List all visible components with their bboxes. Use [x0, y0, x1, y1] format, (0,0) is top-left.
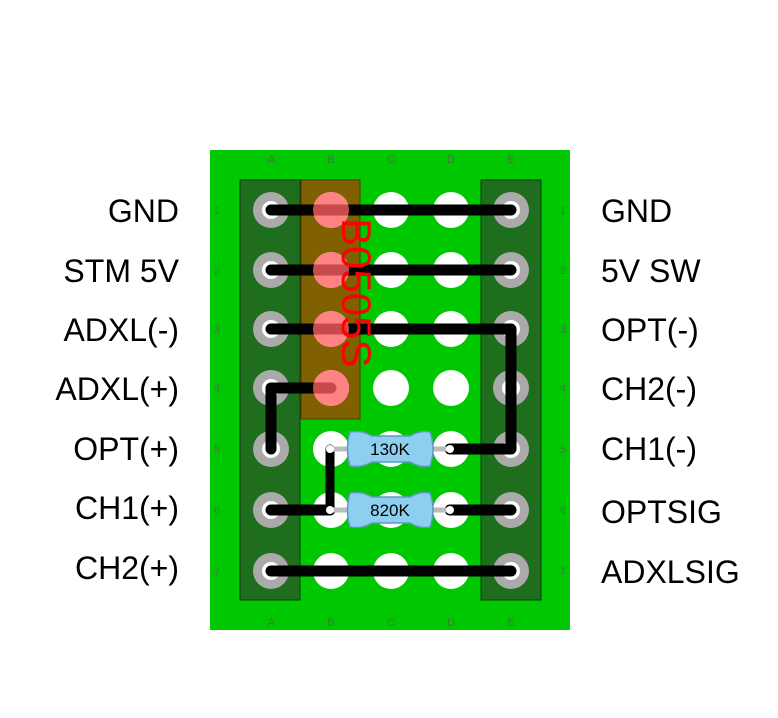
column-label-top: D: [447, 154, 455, 166]
left-pin-label: ADXL(-): [63, 312, 179, 348]
column-label-bottom: D: [447, 617, 455, 629]
resistor-body: [346, 430, 434, 468]
board-hole: [373, 370, 409, 406]
right-pin-label: ADXLSIG: [601, 554, 740, 590]
row-label-left: 5: [214, 444, 220, 456]
left-pin-label: CH2(+): [75, 550, 179, 586]
row-label-right: 6: [560, 505, 566, 517]
chip-label: B0505S: [333, 218, 380, 367]
chip-pin: [313, 252, 349, 288]
right-pin-label: 5V SW: [601, 253, 701, 289]
resistor-lead-end: [326, 506, 334, 514]
right-pin-label: OPTSIG: [601, 494, 722, 530]
row-label-left: 3: [214, 324, 220, 336]
column-label-top: A: [267, 154, 275, 166]
row-label-right: 1: [560, 205, 566, 217]
wire-row3-opt: [265, 323, 517, 455]
right-pin-label: GND: [601, 193, 672, 229]
column-label-bottom: A: [267, 617, 275, 629]
row-label-left: 7: [214, 566, 220, 578]
left-pin-label: GND: [108, 193, 179, 229]
right-pin-label: CH1(-): [601, 431, 697, 467]
row-label-right: 4: [560, 383, 566, 395]
row-label-left: 6: [214, 505, 220, 517]
row-label-left: 1: [214, 205, 220, 217]
resistor-lead-end: [446, 506, 454, 514]
left-pin-label: OPT(+): [73, 431, 179, 467]
right-pin-label: OPT(-): [601, 312, 699, 348]
chip-pin: [313, 370, 349, 406]
left-pin-label: ADXL(+): [55, 371, 179, 407]
row-label-right: 3: [560, 324, 566, 336]
column-label-top: B: [327, 154, 334, 166]
column-label-top: C: [387, 154, 395, 166]
wire-row4-adxl: [265, 382, 337, 455]
row-label-right: 5: [560, 444, 566, 456]
left-pin-label: CH1(+): [75, 490, 179, 526]
row-label-right: 7: [560, 566, 566, 578]
chip-pin: [313, 192, 349, 228]
chip-pin: [313, 311, 349, 347]
resistor-value: 130K: [370, 440, 410, 459]
resistor-lead-end: [446, 445, 454, 453]
right-pin-label: CH2(-): [601, 371, 697, 407]
resistor-value: 820K: [370, 501, 410, 520]
column-label-bottom: C: [387, 617, 395, 629]
row-label-right: 2: [560, 265, 566, 277]
row-label-left: 2: [214, 265, 220, 277]
row-label-left: 4: [214, 383, 220, 395]
column-label-bottom: B: [327, 617, 334, 629]
left-pin-label: STM 5V: [63, 253, 179, 289]
resistor-lead-end: [326, 445, 334, 453]
resistor-body: [346, 491, 434, 529]
column-label-top: E: [507, 154, 514, 166]
column-label-bottom: E: [507, 617, 514, 629]
board-hole: [433, 370, 469, 406]
